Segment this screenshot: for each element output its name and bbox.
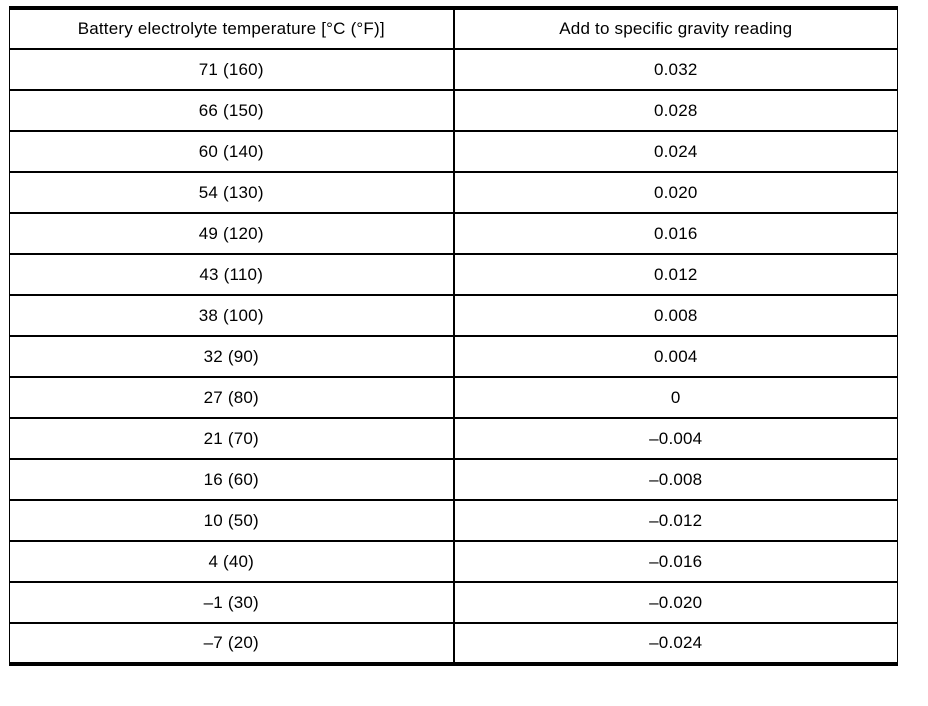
temperature-cell: 4 (40) [9, 540, 455, 583]
table-row: 10 (50) –0.012 [9, 499, 898, 542]
table-row: 4 (40) –0.016 [9, 540, 898, 583]
temperature-cell: –1 (30) [9, 581, 455, 624]
temperature-column-header: Battery electrolyte temperature [°C (°F)… [9, 8, 455, 50]
table-row: 43 (110) 0.012 [9, 253, 898, 296]
table-row: 27 (80) 0 [9, 376, 898, 419]
table-header: Battery electrolyte temperature [°C (°F)… [9, 8, 898, 50]
temperature-cell: 10 (50) [9, 499, 455, 542]
table-row: 32 (90) 0.004 [9, 335, 898, 378]
table-row: 49 (120) 0.016 [9, 212, 898, 255]
table-row: 21 (70) –0.004 [9, 417, 898, 460]
gravity-correction-cell: 0.008 [453, 294, 898, 337]
gravity-correction-cell: –0.012 [453, 499, 898, 542]
temperature-cell: 32 (90) [9, 335, 455, 378]
temperature-cell: 49 (120) [9, 212, 455, 255]
gravity-correction-table: Battery electrolyte temperature [°C (°F)… [9, 6, 898, 666]
table-row: 71 (160) 0.032 [9, 48, 898, 91]
table-row: –7 (20) –0.024 [9, 622, 898, 665]
gravity-correction-cell: 0 [453, 376, 898, 419]
gravity-correction-cell: 0.012 [453, 253, 898, 296]
gravity-correction-cell: 0.028 [453, 89, 898, 132]
gravity-correction-cell: 0.024 [453, 130, 898, 173]
table-row: –1 (30) –0.020 [9, 581, 898, 624]
temperature-cell: 21 (70) [9, 417, 455, 460]
temperature-cell: 66 (150) [9, 89, 455, 132]
gravity-correction-cell: 0.016 [453, 212, 898, 255]
temperature-cell: –7 (20) [9, 622, 455, 665]
gravity-correction-cell: 0.032 [453, 48, 898, 91]
gravity-correction-cell: 0.020 [453, 171, 898, 214]
gravity-correction-cell: –0.004 [453, 417, 898, 460]
temperature-cell: 16 (60) [9, 458, 455, 501]
temperature-cell: 54 (130) [9, 171, 455, 214]
table-body: 71 (160) 0.032 66 (150) 0.028 60 (140) 0.024 5… [9, 48, 898, 665]
header-row: Battery electrolyte temperature [°C (°F)… [9, 8, 898, 50]
gravity-correction-cell: 0.004 [453, 335, 898, 378]
table-row: 54 (130) 0.020 [9, 171, 898, 214]
temperature-cell: 38 (100) [9, 294, 455, 337]
gravity-correction-cell: –0.020 [453, 581, 898, 624]
table-row: 38 (100) 0.008 [9, 294, 898, 337]
table-row: 66 (150) 0.028 [9, 89, 898, 132]
temperature-cell: 60 (140) [9, 130, 455, 173]
table-row: 60 (140) 0.024 [9, 130, 898, 173]
gravity-correction-column-header: Add to specific gravity reading [453, 8, 898, 50]
temperature-cell: 27 (80) [9, 376, 455, 419]
gravity-correction-cell: –0.008 [453, 458, 898, 501]
gravity-correction-cell: –0.016 [453, 540, 898, 583]
gravity-correction-cell: –0.024 [453, 622, 898, 665]
temperature-cell: 43 (110) [9, 253, 455, 296]
temperature-cell: 71 (160) [9, 48, 455, 91]
table-row: 16 (60) –0.008 [9, 458, 898, 501]
